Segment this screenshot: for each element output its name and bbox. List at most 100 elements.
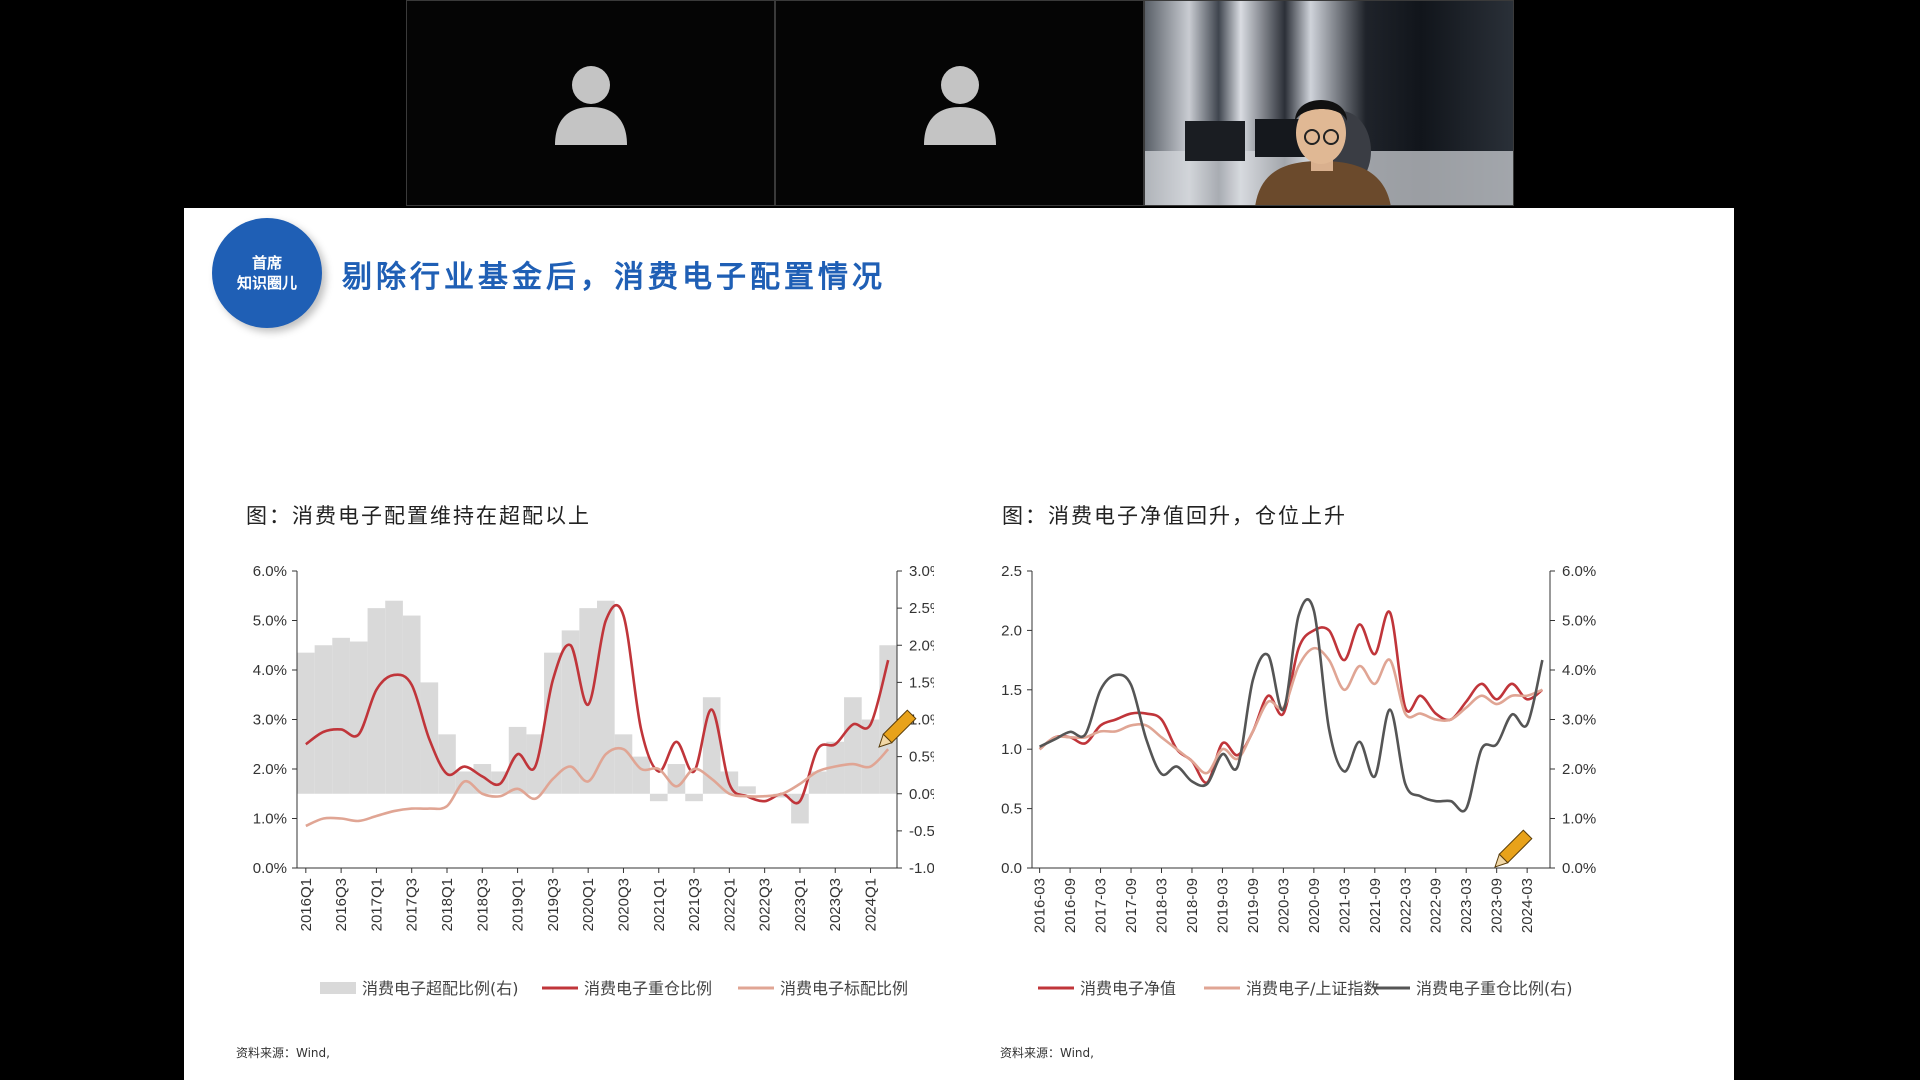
y-right-tick-label-0: 0.0% — [1562, 860, 1596, 877]
y-right-tick-label-5: 5.0% — [1562, 613, 1596, 630]
y-left-tick-label-0: 0.0% — [253, 860, 287, 877]
x-tick-label-1: 2016-09 — [1062, 878, 1079, 933]
slide-title: 剔除行业基金后，消费电子配置情况 — [342, 260, 886, 295]
legend-label-1: 消费电子重仓比例 — [584, 979, 712, 998]
x-tick-label-16: 2024-03 — [1519, 878, 1536, 933]
bar-0-16 — [579, 608, 597, 794]
series-line-1 — [305, 603, 890, 805]
bar-0-29 — [808, 771, 827, 794]
logo-badge: 首席 知识圈儿 — [212, 218, 322, 328]
x-tick-label-15: 2023-09 — [1489, 878, 1506, 933]
x-tick-label-5: 2018-09 — [1184, 878, 1201, 933]
y-left-tick-label-3: 1.5 — [1001, 682, 1022, 699]
y-right-tick-label-6: 2.0% — [909, 637, 934, 654]
bar-0-0 — [297, 652, 315, 794]
x-tick-label-12: 2022Q1 — [721, 878, 738, 931]
x-tick-label-11: 2021-09 — [1367, 878, 1384, 933]
y-right-tick-label-2: 2.0% — [1562, 761, 1596, 778]
bar-0-33 — [879, 645, 897, 794]
bar-0-21 — [667, 764, 686, 794]
x-tick-label-15: 2023Q3 — [827, 878, 844, 931]
bar-0-2 — [332, 637, 350, 794]
y-right-tick-label-3: 0.5% — [909, 749, 934, 766]
legend-label-1: 消费电子/上证指数 — [1246, 979, 1379, 998]
legend-label-2: 消费电子标配比例 — [780, 979, 908, 998]
y-right-tick-label-2: 0.0% — [909, 786, 934, 803]
x-tick-label-2: 2017-03 — [1093, 878, 1110, 933]
x-tick-label-7: 2019Q3 — [545, 878, 562, 931]
speaker-video-frame — [1145, 100, 1513, 205]
bar-0-4 — [367, 608, 386, 794]
participant-video-tile[interactable] — [1144, 0, 1514, 206]
participant-tile-2[interactable] — [775, 0, 1144, 206]
x-tick-label-12: 2022-03 — [1397, 878, 1414, 933]
chart-2: 0.0 0.5 1.0 1.5 2.0 2.5 0.0% 1.0% 2.0% 3.0% 4.0% 5.… — [1001, 563, 1596, 998]
person-icon — [554, 66, 627, 145]
pencil-icon — [1494, 829, 1533, 868]
legend-label-2: 消费电子重仓比例(右) — [1416, 979, 1573, 998]
chart-2-title: 图：消费电子净值回升，仓位上升 — [1002, 504, 1347, 528]
y-left-tick-label-2: 1.0 — [1001, 741, 1022, 758]
y-right-tick-label-0: -1.0% — [909, 860, 934, 877]
bar-0-31 — [844, 697, 862, 794]
x-tick-label-7: 2019-09 — [1245, 878, 1262, 933]
presentation-slide: 首席 知识圈儿 剔除行业基金后，消费电子配置情况 图：消费电子配置维持在超配以上… — [184, 208, 1734, 1080]
series-line-2 — [305, 746, 890, 828]
x-tick-label-5: 2018Q3 — [474, 878, 491, 931]
bar-0-5 — [385, 600, 403, 794]
y-right-tick-label-4: 4.0% — [1562, 662, 1596, 679]
bar-0-27 — [773, 793, 792, 798]
x-tick-label-13: 2022-09 — [1428, 878, 1445, 933]
bar-0-22 — [685, 793, 703, 802]
x-tick-label-11: 2021Q3 — [686, 878, 703, 931]
series-line-0 — [1038, 610, 1544, 784]
y-left-tick-label-0: 0.0 — [1001, 860, 1022, 877]
bar-0-3 — [349, 641, 368, 794]
source-note-right: 资料来源：Wind, — [1000, 1046, 1094, 1060]
legend-label-0: 消费电子净值 — [1080, 979, 1176, 998]
pencil-icon — [878, 709, 917, 748]
x-tick-label-6: 2019-03 — [1214, 878, 1231, 933]
bar-0-15 — [561, 630, 580, 794]
y-right-tick-label-8: 3.0% — [909, 563, 934, 580]
y-left-tick-label-6: 6.0% — [253, 563, 287, 580]
bar-0-10 — [473, 764, 492, 794]
x-tick-label-3: 2017Q3 — [404, 878, 421, 931]
chart-1-title: 图：消费电子配置维持在超配以上 — [246, 504, 591, 528]
logo-line-2: 知识圈儿 — [236, 274, 297, 292]
y-right-tick-label-1: -0.5% — [909, 823, 934, 840]
y-right-tick-label-5: 1.5% — [909, 674, 934, 691]
bar-0-12 — [508, 726, 527, 794]
participant-tile-1[interactable] — [406, 0, 775, 206]
x-tick-label-10: 2021-03 — [1336, 878, 1353, 933]
x-tick-label-13: 2022Q3 — [757, 878, 774, 931]
y-left-tick-label-4: 4.0% — [253, 662, 287, 679]
y-left-tick-label-1: 0.5 — [1001, 801, 1022, 818]
bar-0-8 — [438, 734, 456, 794]
legend-label-0: 消费电子超配比例(右) — [362, 979, 519, 998]
x-tick-label-3: 2017-09 — [1123, 878, 1140, 933]
y-left-tick-label-3: 3.0% — [253, 712, 287, 729]
person-icon — [923, 66, 996, 145]
bar-0-20 — [649, 793, 668, 802]
x-tick-label-1: 2016Q3 — [333, 878, 350, 931]
x-tick-label-14: 2023Q1 — [792, 878, 809, 931]
bar-0-32 — [861, 719, 880, 794]
x-tick-label-9: 2020Q3 — [615, 878, 632, 931]
logo-line-1: 首席 — [251, 254, 282, 272]
x-tick-label-2: 2017Q1 — [368, 878, 385, 931]
series-line-2 — [1039, 598, 1544, 813]
x-tick-label-14: 2023-03 — [1458, 878, 1475, 933]
x-tick-label-0: 2016Q1 — [298, 878, 315, 931]
bar-0-6 — [402, 615, 421, 794]
series-line-1 — [1038, 646, 1543, 775]
legend-swatch-0 — [320, 982, 356, 994]
bar-0-28 — [791, 793, 809, 824]
x-tick-label-4: 2018-03 — [1154, 878, 1171, 933]
chart-1: 0.0% 1.0% 2.0% 3.0% 4.0% 5.0% 6.0% -1.0% -0.5% 0.… — [253, 563, 934, 998]
y-left-tick-label-5: 5.0% — [253, 613, 287, 630]
bar-0-25 — [738, 786, 756, 794]
x-tick-label-9: 2020-09 — [1306, 878, 1323, 933]
x-tick-label-6: 2019Q1 — [510, 878, 527, 931]
y-left-tick-label-2: 2.0% — [253, 761, 287, 778]
